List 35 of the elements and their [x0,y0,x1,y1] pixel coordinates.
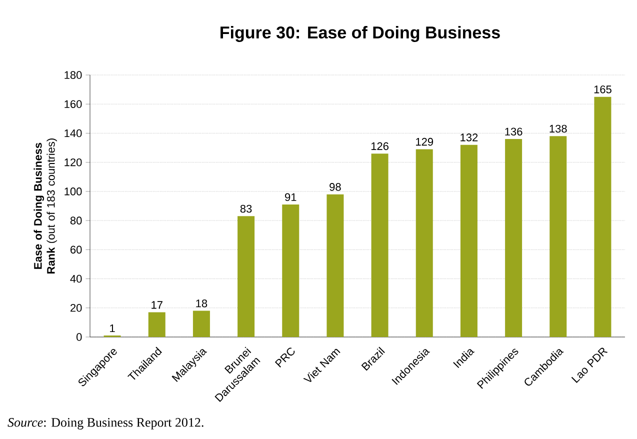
bar [148,312,166,337]
y-tick-label: 160 [64,100,82,108]
y-tick-label: 180 [64,71,82,79]
bar [594,96,612,337]
data-label: 136 [505,128,522,136]
y-tick-label: 40 [70,274,82,283]
bar [192,310,210,337]
data-label: 98 [330,183,341,191]
bar [326,194,344,337]
bar [282,204,300,337]
data-label: 17 [152,301,162,309]
bar [550,136,567,337]
y-tick-label: 140 [64,129,82,138]
bar [238,216,255,337]
bar [416,149,433,337]
data-label: 129 [416,138,434,146]
data-label: 1 [110,324,115,332]
data-label: 165 [594,86,612,94]
y-tick-label: 120 [64,158,82,166]
bar [371,154,388,337]
y-tick-label: 60 [70,246,82,254]
bar [460,144,478,337]
y-tick-label: 100 [64,188,82,196]
data-label: 126 [371,142,388,150]
y-tick-label: 0 [76,333,82,341]
data-label: 83 [240,204,252,213]
y-tick-label: 20 [70,304,82,312]
data-label: 138 [550,124,567,133]
data-label: 132 [460,134,478,142]
data-label: 91 [285,193,296,202]
data-label: 18 [196,299,208,308]
text: Source: Doing Business Report 2012. [8,418,204,430]
y-tick-label: 80 [70,216,82,224]
bar [505,139,522,337]
chart-title: Figure 30: Ease of Doing Business [220,26,500,42]
